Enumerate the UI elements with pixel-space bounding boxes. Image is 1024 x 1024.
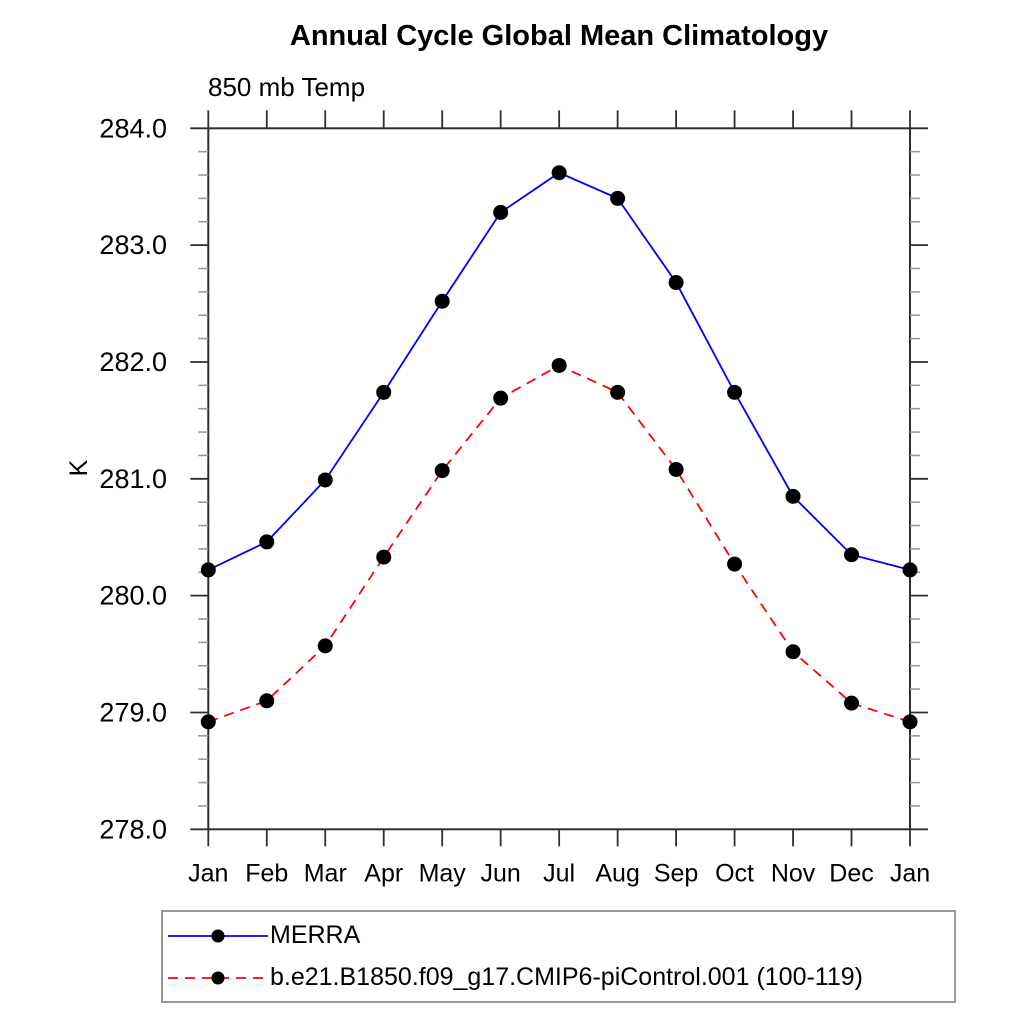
x-tick-label: May (419, 859, 467, 887)
data-point (668, 461, 684, 477)
plot-frame (207, 127, 912, 831)
legend: MERRA b.e21.B1850.f09_g17.CMIP6-piControl… (161, 910, 956, 1003)
x-tick-label: Jul (543, 859, 575, 887)
x-tick-label: Oct (715, 859, 754, 887)
legend-entry: MERRA (168, 920, 954, 952)
legend-label: MERRA (270, 921, 361, 949)
data-point (317, 638, 333, 654)
data-point (551, 357, 567, 373)
data-point (376, 384, 392, 400)
x-tick-label: Jun (481, 859, 521, 887)
x-tick-label: Aug (595, 859, 639, 887)
data-point (376, 549, 392, 565)
y-tick-label: 282.0 (99, 347, 167, 377)
data-point (200, 562, 216, 578)
data-point (493, 390, 509, 406)
data-point (259, 534, 275, 550)
y-tick-label: 281.0 (99, 464, 167, 494)
data-point (317, 472, 333, 488)
y-tick-label: 278.0 (99, 814, 167, 844)
legend-entry: b.e21.B1850.f09_g17.CMIP6-piControl.001 … (168, 962, 954, 994)
data-point (259, 693, 275, 709)
data-point (434, 463, 450, 479)
x-tick-label: Nov (771, 859, 816, 887)
data-point (610, 384, 626, 400)
legend-marker-icon (211, 971, 225, 984)
y-tick-label: 279.0 (99, 697, 167, 727)
data-point (902, 562, 918, 578)
chart-title: Annual Cycle Global Mean Climatology (289, 20, 829, 52)
data-point (844, 695, 860, 711)
x-tick-label: Dec (829, 859, 873, 887)
y-tick-label: 284.0 (99, 113, 167, 143)
y-tick-label: 280.0 (99, 581, 167, 611)
data-point (727, 556, 743, 572)
data-point (844, 547, 860, 563)
data-point (434, 293, 450, 309)
x-tick-label: Sep (654, 859, 698, 887)
data-point (785, 644, 801, 660)
data-point (610, 190, 626, 206)
data-point (785, 488, 801, 504)
x-tick-label: Jan (188, 859, 228, 887)
data-point (668, 275, 684, 291)
data-point (200, 714, 216, 730)
chart-subtitle: 850 mb Temp (208, 72, 366, 102)
x-tick-label: Jan (890, 859, 930, 887)
legend-label: b.e21.B1850.f09_g17.CMIP6-piControl.001 … (270, 963, 863, 991)
data-point (551, 165, 567, 181)
data-point (493, 204, 509, 220)
data-point (902, 714, 918, 730)
y-tick-label: 283.0 (99, 230, 167, 260)
x-tick-label: Feb (245, 859, 288, 887)
x-tick-label: Apr (364, 859, 403, 887)
data-point (727, 384, 743, 400)
series-line-1 (207, 364, 911, 723)
legend-solid-line-icon (168, 929, 268, 942)
x-tick-label: Mar (304, 859, 347, 887)
legend-marker-icon (211, 929, 225, 942)
legend-dashed-line-icon (168, 971, 268, 984)
